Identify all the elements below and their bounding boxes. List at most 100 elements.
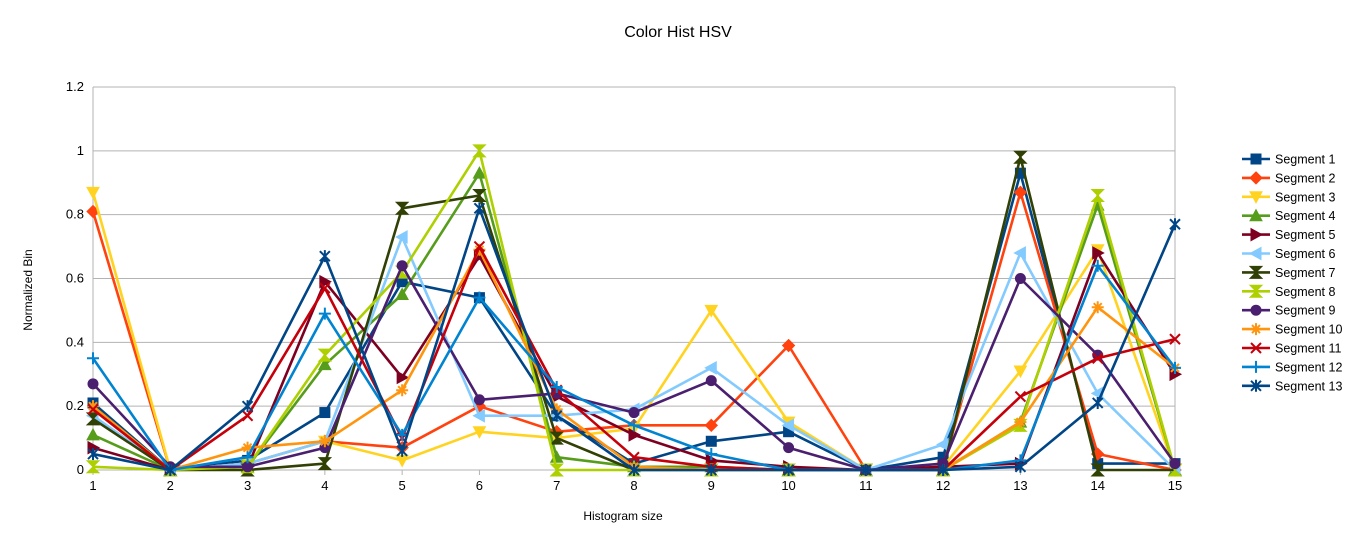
legend-entry: Segment 12 [1242,360,1342,374]
series-6 [85,230,1181,477]
legend-marker [1250,227,1264,242]
data-point [1091,301,1104,314]
data-point [241,400,254,413]
x-tick-label: 8 [630,478,637,493]
legend-label: Segment 3 [1275,190,1336,204]
legend-entry: Segment 13 [1242,379,1342,393]
data-point [549,431,564,445]
legend: Segment 1 Segment 2 Segment 3 Segment 4 Segm… [1242,153,1342,393]
x-tick-label: 15 [1168,478,1182,493]
data-point [241,441,254,454]
y-tick-label: 1 [77,143,84,158]
data-point [628,428,642,442]
x-tick-label: 9 [708,478,715,493]
data-point [318,307,331,320]
plot-area [85,144,1183,478]
data-point [1014,460,1027,473]
legend-label: Segment 7 [1275,266,1336,280]
legend-marker [1248,246,1262,261]
data-point [396,384,409,397]
x-tick-label: 2 [167,478,174,493]
data-point [86,427,100,441]
data-point [705,448,718,461]
data-point [473,394,485,406]
data-point [1092,352,1104,364]
x-tick-label: 6 [476,478,483,493]
legend-marker [1249,191,1263,204]
data-point [472,189,487,203]
data-point [319,250,331,263]
data-point [1092,396,1104,409]
x-tick-label: 7 [553,478,560,493]
data-point [781,418,795,433]
data-point [860,464,872,476]
data-point [1090,189,1105,203]
legend-entry: Segment 3 [1242,190,1336,204]
legend-entry: Segment 5 [1242,227,1336,242]
data-point [1169,458,1181,470]
data-point [1092,246,1105,260]
series-line [92,264,1177,472]
data-point [395,287,409,300]
y-tick-label: 0.4 [66,334,84,349]
x-tick-label: 1 [89,478,96,493]
data-point [242,461,254,473]
data-point [549,463,564,477]
data-point [318,357,332,371]
data-point [550,403,563,416]
data-point [628,419,640,432]
legend-entry: Segment 6 [1242,246,1336,261]
legend-entry: Segment 2 [1242,171,1336,185]
tick-labels: 00.20.40.60.811.21 2 3 4 5 6 7 8 9 10 11 12 13 14 15 [66,79,1182,493]
x-tick-label: 13 [1013,478,1027,493]
legend-label: Segment 6 [1275,247,1336,261]
data-point [628,407,640,419]
data-point [1091,259,1104,272]
legend-entry: Segment 9 [1242,304,1336,318]
data-point [472,144,487,158]
data-point [319,282,331,294]
data-point [1013,185,1028,200]
data-point [550,381,563,394]
data-point [87,352,99,365]
legend-entry: Segment 7 [1242,265,1336,280]
legend-label: Segment 5 [1275,228,1336,242]
legend-marker [1249,171,1263,185]
data-point [473,291,486,304]
x-axis-title: Histogram size [583,509,663,523]
data-point [628,464,640,476]
y-tick-label: 0.6 [66,271,84,286]
data-point [936,437,949,452]
data-point [1169,333,1181,345]
legend-label: Segment 8 [1275,285,1336,299]
data-point [1014,416,1027,429]
data-point [319,407,331,419]
data-point [87,400,99,413]
data-point [705,435,717,447]
data-point [1169,361,1181,374]
data-point [704,304,719,318]
legend-marker [1250,360,1262,373]
legend-entry: Segment 10 [1242,323,1342,337]
y-tick-label: 0.8 [66,207,84,222]
legend-marker [1250,153,1262,165]
x-tick-label: 14 [1090,478,1104,493]
legend-entry: Segment 1 [1242,153,1336,167]
data-point [87,448,99,461]
legend-marker [1250,342,1262,354]
data-point [1013,246,1026,260]
legend-label: Segment 10 [1275,323,1342,337]
data-point [1013,150,1028,164]
x-tick-label: 5 [399,478,406,493]
legend-label: Segment 13 [1275,379,1342,393]
data-point [782,464,795,476]
x-tick-label: 12 [936,478,950,493]
data-point [85,460,101,474]
chart-title: Color Hist HSV [624,24,732,41]
x-tick-label: 11 [859,478,873,493]
legend-entry: Segment 11 [1242,342,1342,356]
data-point [783,442,795,454]
legend-marker [1248,265,1264,279]
data-point [396,370,410,385]
legend-marker [1248,284,1264,298]
